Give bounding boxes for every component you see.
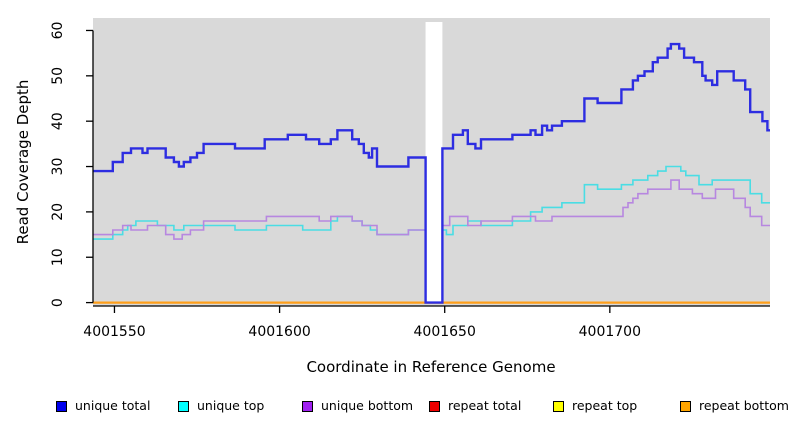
y-tick-label: 40 (50, 112, 66, 130)
legend-item-unique-top: unique top (178, 399, 264, 413)
legend-label: unique bottom (321, 398, 414, 413)
legend: unique total unique top unique bottom re… (0, 399, 792, 419)
series-line-unique-total (93, 42, 770, 304)
series-lines (93, 42, 770, 304)
legend-label: unique top (197, 398, 265, 413)
legend-label: repeat bottom (699, 398, 789, 413)
coverage-gap-region (425, 22, 443, 304)
x-tick-label: 4001600 (248, 324, 310, 340)
x-tick-label: 4001650 (414, 324, 476, 340)
legend-label: repeat total (448, 398, 522, 413)
legend-label: repeat top (572, 398, 638, 413)
legend-swatch-repeat-bottom (680, 400, 691, 412)
legend-item-unique-total: unique total (56, 399, 150, 413)
series-line-unique-top (93, 165, 770, 304)
coverage-chart: 0 10 20 30 40 50 60 4001550 4001600 4001650 400170… (14, 18, 770, 376)
legend-item-repeat-bottom: repeat bottom (680, 399, 789, 413)
y-tick-label: 10 (50, 248, 66, 266)
axes: 0 10 20 30 40 50 60 4001550 4001600 4001650 400170… (50, 22, 770, 340)
x-tick-label: 4001550 (83, 324, 145, 340)
legend-swatch-unique-top (178, 400, 189, 412)
plot-background (93, 18, 770, 306)
y-tick-label: 50 (50, 67, 66, 85)
y-tick-label: 30 (50, 158, 66, 176)
x-axis-title: Coordinate in Reference Genome (306, 358, 555, 376)
y-tick-label: 20 (50, 203, 66, 221)
legend-item-repeat-top: repeat top (553, 399, 637, 413)
legend-swatch-repeat-total (429, 400, 440, 412)
legend-swatch-repeat-top (553, 400, 564, 412)
y-tick-label: 0 (50, 298, 66, 307)
y-tick-label: 60 (50, 22, 66, 40)
series-line-unique-bottom (93, 179, 770, 304)
legend-swatch-unique-bottom (302, 400, 313, 412)
legend-label: unique total (75, 398, 151, 413)
legend-item-unique-bottom: unique bottom (302, 399, 413, 413)
legend-item-repeat-total: repeat total (429, 399, 521, 413)
x-tick-label: 4001700 (579, 324, 641, 340)
legend-swatch-unique-total (56, 400, 67, 412)
y-axis-title: Read Coverage Depth (14, 80, 32, 245)
